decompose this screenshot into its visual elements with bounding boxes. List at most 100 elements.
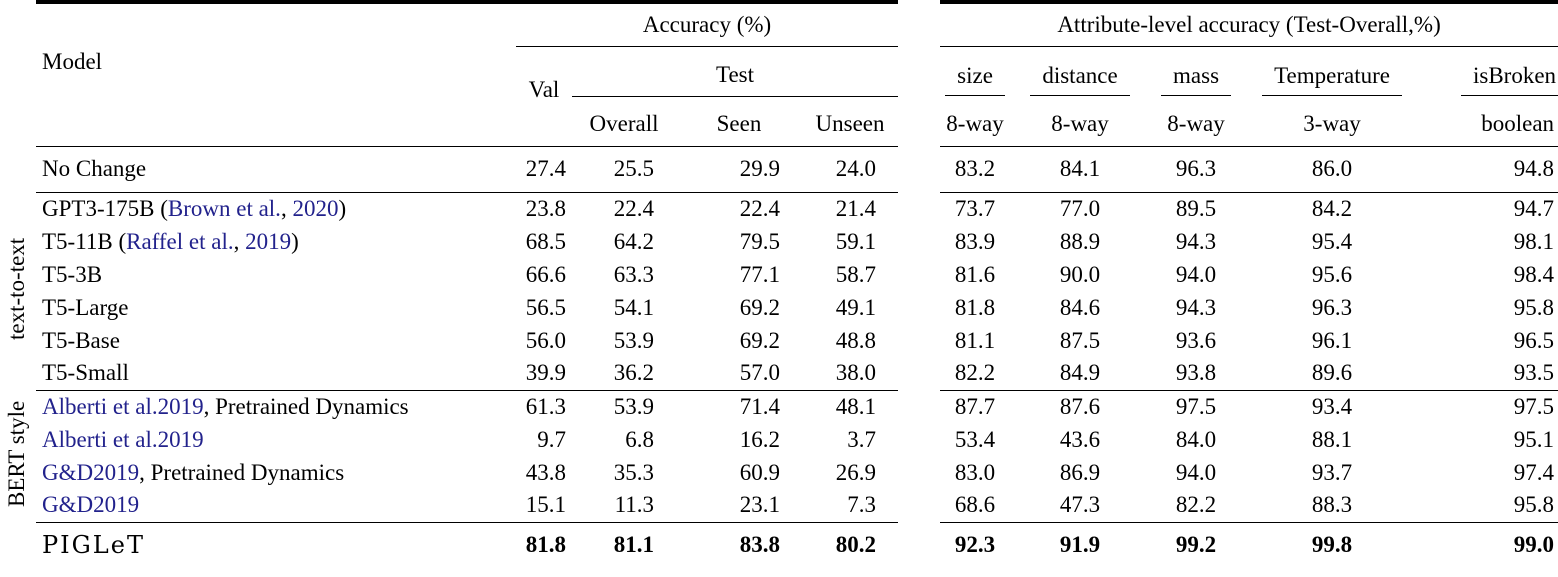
model-label: T5-11B (Raffel et al., 2019) (36, 225, 516, 258)
test-unseen-cell: 26.9 (835, 459, 877, 485)
mass-cell: 94.0 (1175, 459, 1217, 485)
table-row: T5-Large 56.5 54.1 69.2 49.1 81.8 84.6 94.3 96.3… (36, 291, 1558, 324)
isbroken-column-header: isBroken (1422, 46, 1558, 96)
model-name-text: , Pretrained Dynamics (203, 393, 409, 419)
mass-cell: 94.0 (1175, 261, 1217, 287)
test-overall-cell: 36.2 (572, 357, 676, 391)
mass-subheader: 8-way (1150, 96, 1243, 147)
table-gap (898, 258, 940, 291)
model-name-text: T5-Base (42, 327, 120, 353)
distance-cell: 86.9 (1059, 459, 1101, 485)
model-label: G&D2019, Pretrained Dynamics (36, 456, 516, 489)
size-cell: 81.8 (954, 294, 996, 320)
table-gap (898, 456, 940, 489)
test-seen-column-header: Seen (676, 96, 802, 147)
test-seen-cell: 22.4 (739, 195, 780, 221)
table-row: PIGLeT 81.8 81.1 83.8 80.2 92.3 91.9 99.2 99.8 99… (36, 522, 1558, 567)
table-row: T5-Small 39.9 36.2 57.0 38.0 82.2 84.9 93.8 89.6… (36, 357, 1558, 391)
table-gap (898, 146, 940, 192)
temperature-header-label: Temperature (1262, 63, 1402, 96)
mass-cell: 99.2 (1175, 531, 1217, 557)
citation-link[interactable]: 2020 (292, 195, 339, 221)
table-gap (898, 423, 940, 456)
table-gap (898, 357, 940, 390)
size-column-header: size (940, 46, 1010, 96)
size-cell: 73.7 (954, 195, 996, 221)
table-row: GPT3-175B (Brown et al., 2020) 23.8 22.4 22… (36, 192, 1558, 225)
citation-link[interactable]: Brown et al. (167, 195, 281, 221)
isbroken-cell: 94.8 (1422, 146, 1558, 193)
test-overall-cell: 54.1 (613, 294, 654, 320)
test-overall-cell: 35.3 (613, 459, 654, 485)
val-cell: 23.8 (525, 195, 566, 221)
table-gap (898, 390, 940, 423)
mass-cell: 94.3 (1175, 228, 1217, 254)
citation-link[interactable]: G&D2019 (42, 492, 140, 518)
table-row: T5-11B (Raffel et al., 2019) 68.5 64.2 79.5… (36, 225, 1558, 258)
isbroken-cell: 96.5 (1513, 327, 1555, 353)
piglet-wordmark: PIGLeT (36, 522, 516, 567)
val-cell: 9.7 (537, 426, 566, 452)
model-label: T5-Large (36, 291, 516, 324)
model-name-text: T5-Small (42, 360, 129, 386)
model-name-text: ) (338, 195, 347, 221)
test-unseen-cell: 48.1 (835, 393, 877, 419)
temperature-column-header: Temperature (1242, 46, 1422, 96)
size-cell: 83.9 (954, 228, 996, 254)
test-unseen-cell: 38.0 (802, 357, 899, 391)
mass-cell: 97.5 (1175, 393, 1217, 419)
test-seen-cell: 69.2 (739, 327, 780, 353)
test-overall-cell: 63.3 (613, 261, 654, 287)
distance-subheader: 8-way (1010, 96, 1151, 147)
table-row: G&D2019 15.1 11.3 23.1 7.3 68.6 47.3 82.2 88.3 95… (36, 489, 1558, 523)
val-cell: 43.8 (525, 459, 566, 485)
test-overall-cell: 53.9 (613, 393, 654, 419)
model-name-text: T5-Large (42, 294, 129, 320)
val-cell: 15.1 (516, 489, 572, 523)
citation-link[interactable]: Alberti et al.2019 (42, 426, 204, 452)
temperature-cell: 96.1 (1311, 327, 1353, 353)
section-label-text-to-text: text-to-text (4, 237, 29, 341)
distance-header-label: distance (1030, 63, 1130, 96)
isbroken-cell: 98.4 (1513, 261, 1555, 287)
isbroken-cell: 95.8 (1513, 294, 1555, 320)
test-seen-cell: 79.5 (739, 228, 780, 254)
test-unseen-cell: 7.3 (802, 489, 899, 523)
citation-link[interactable]: Raffel et al. (126, 228, 234, 254)
citation-link[interactable]: Alberti et al.2019 (42, 393, 204, 419)
mass-cell: 82.2 (1150, 489, 1243, 523)
citation-link[interactable]: 2019 (245, 228, 292, 254)
isbroken-cell: 94.7 (1513, 195, 1555, 221)
test-overall-cell: 81.1 (613, 531, 654, 557)
model-label: Alberti et al.2019 (36, 423, 516, 456)
isbroken-cell: 97.5 (1513, 393, 1555, 419)
model-name-text: T5-3B (42, 261, 103, 287)
mass-cell: 94.3 (1175, 294, 1217, 320)
val-cell: 66.6 (525, 261, 566, 287)
test-seen-cell: 83.8 (739, 531, 780, 557)
val-cell: 61.3 (525, 393, 566, 419)
size-cell: 81.6 (954, 261, 996, 287)
distance-column-header: distance (1010, 46, 1150, 96)
table-row: No Change 27.4 25.5 29.9 24.0 83.2 84.1 96.3 86.… (36, 146, 1558, 193)
distance-cell: 84.9 (1010, 357, 1151, 391)
model-name-text: T5-11B ( (42, 228, 127, 254)
mass-cell: 84.0 (1175, 426, 1217, 452)
table-gap (898, 192, 940, 225)
model-label: T5-Base (36, 324, 516, 357)
model-name-text: , (280, 195, 293, 221)
test-unseen-cell: 24.0 (802, 146, 899, 193)
temperature-cell: 89.6 (1242, 357, 1423, 391)
model-label: T5-Small (36, 357, 516, 391)
header-row-mid: Val Test size distance mass Temperature … (36, 46, 1558, 147)
distance-cell: 88.9 (1059, 228, 1101, 254)
test-overall-cell: 11.3 (572, 489, 676, 523)
test-unseen-cell: 3.7 (847, 426, 877, 452)
test-unseen-column-header: Unseen (802, 96, 899, 147)
mass-cell: 89.5 (1175, 195, 1217, 221)
test-seen-cell: 71.4 (739, 393, 780, 419)
size-header-label: size (945, 63, 1005, 96)
citation-link[interactable]: G&D2019 (42, 459, 140, 485)
distance-cell: 91.9 (1059, 531, 1101, 557)
